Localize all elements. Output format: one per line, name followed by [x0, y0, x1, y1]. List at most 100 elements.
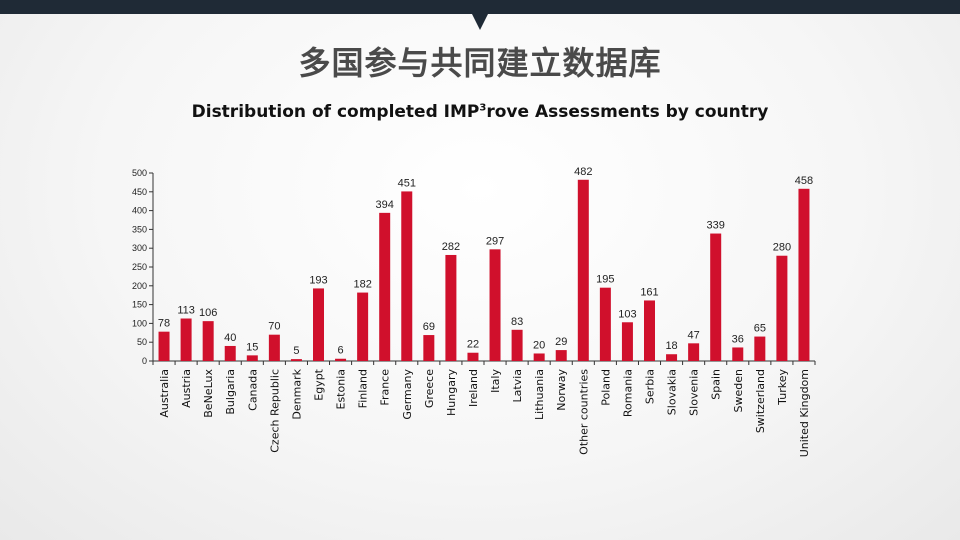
top-bar: [0, 0, 960, 14]
x-tick-label: Switzerland: [754, 369, 767, 433]
x-axis: [152, 360, 816, 365]
y-tick-label: 150: [132, 300, 147, 310]
data-label: 394: [376, 199, 394, 211]
x-tick-label: Canada: [246, 369, 259, 411]
data-label: 70: [268, 321, 280, 333]
data-label: 282: [442, 241, 460, 253]
bar: [599, 287, 611, 361]
data-label: 103: [618, 308, 636, 320]
bar: [489, 249, 501, 361]
x-tick-label: Lithuania: [533, 369, 546, 420]
bar: [445, 254, 457, 361]
x-tick-label: Poland: [599, 369, 612, 406]
x-tick-label: Romania: [621, 369, 634, 417]
x-tick-label: Other countries: [577, 369, 590, 455]
data-label: 280: [773, 242, 791, 254]
chart-title: Distribution of completed IMP3rove Asses…: [0, 102, 960, 122]
y-tick-label: 250: [132, 262, 147, 272]
x-tick-label: Spain: [710, 369, 723, 400]
x-tick-label: United Kingdom: [798, 369, 811, 457]
x-tick-label: Australia: [158, 369, 171, 418]
chart-title-main: Distribution of completed IMP: [191, 102, 480, 122]
x-tick-label: Latvia: [511, 369, 524, 403]
bar: [577, 179, 589, 361]
x-tick-label: Turkey: [776, 369, 789, 406]
bar: [290, 359, 302, 361]
y-tick-label: 400: [132, 206, 147, 216]
bar: [379, 212, 391, 361]
bar: [357, 292, 369, 361]
data-label: 297: [486, 235, 504, 247]
x-tick-label: Italy: [489, 369, 502, 393]
bar: [666, 354, 678, 361]
bars: [158, 179, 810, 361]
x-tick-label: Denmark: [290, 368, 303, 419]
data-label: 78: [158, 318, 170, 330]
data-label: 47: [688, 329, 700, 341]
data-label: 22: [467, 339, 479, 351]
x-tick-labels: Australia Austria BeNeLux Bulgaria Canada Cze…: [158, 368, 811, 457]
bar: [158, 331, 170, 361]
chart-title-rest: rove Assessments by country: [486, 102, 769, 122]
y-tick-label: 0: [142, 356, 147, 366]
bar: [555, 350, 567, 361]
x-tick-label: Serbia: [644, 369, 657, 404]
x-tick-label: Egypt: [313, 368, 326, 400]
x-tick-label: Hungary: [445, 369, 458, 416]
data-label: 36: [732, 333, 744, 345]
data-label: 5: [293, 345, 299, 357]
data-label: 18: [665, 340, 677, 352]
bar: [754, 336, 766, 361]
data-label: 451: [398, 177, 416, 189]
bar: [621, 322, 633, 361]
data-label: 113: [177, 305, 195, 317]
x-tick-label: Greece: [423, 369, 436, 408]
y-tick-label: 100: [132, 318, 147, 328]
x-tick-label: Slovenia: [688, 369, 701, 416]
x-tick-label: Norway: [555, 369, 568, 411]
y-axis: 0 50 100 150 200 250 300 350 400 450 500: [132, 168, 154, 366]
x-tick-label: Czech Republic: [268, 369, 281, 453]
y-tick-label: 50: [137, 337, 147, 347]
bar: [511, 329, 523, 361]
data-label: 106: [199, 307, 217, 319]
top-notch: [472, 14, 488, 30]
x-tick-label: France: [379, 369, 392, 406]
data-label: 182: [353, 279, 371, 291]
x-tick-label: Germany: [401, 369, 414, 420]
x-tick-label: Bulgaria: [224, 369, 237, 415]
bar: [467, 352, 479, 361]
data-label: 195: [596, 274, 614, 286]
data-label: 65: [754, 323, 766, 335]
data-label: 193: [309, 274, 327, 286]
data-label: 161: [640, 286, 658, 298]
data-label: 20: [533, 339, 545, 351]
data-label: 339: [707, 220, 725, 232]
data-label: 6: [338, 345, 344, 357]
bar: [688, 343, 700, 361]
bar: [533, 353, 545, 361]
data-label: 83: [511, 316, 523, 328]
bar: [423, 335, 435, 361]
data-label: 482: [574, 166, 592, 178]
bar: [798, 188, 810, 361]
x-tick-label: BeNeLux: [202, 369, 215, 418]
slide-title: 多国参与共同建立数据库: [298, 44, 662, 82]
x-tick-label: Finland: [357, 369, 370, 408]
y-tick-label: 450: [132, 187, 147, 197]
x-tick-label: Austria: [180, 369, 193, 408]
bar: [313, 288, 324, 361]
y-tick-label: 500: [132, 168, 147, 178]
y-tick-label: 200: [132, 281, 147, 291]
data-label: 29: [555, 336, 567, 348]
bar: [710, 233, 722, 361]
bar: [644, 300, 655, 361]
bar: [335, 358, 347, 361]
bar: [401, 191, 413, 361]
y-tick-label: 300: [132, 243, 147, 253]
chart-title-superscript: 3: [479, 102, 487, 114]
bar: [732, 347, 744, 361]
data-label: 458: [795, 175, 813, 187]
data-label: 15: [246, 341, 258, 353]
